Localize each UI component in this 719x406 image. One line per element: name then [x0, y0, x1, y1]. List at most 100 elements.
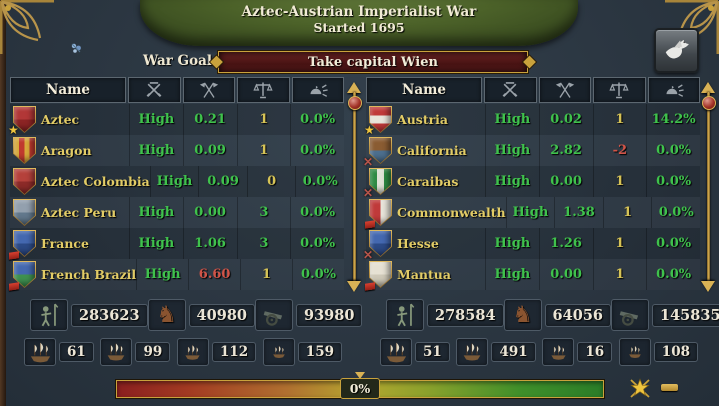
country-flag-shield: [8, 106, 36, 137]
country-name: Aztec Colombia: [41, 174, 150, 189]
warscore-value: 1: [592, 104, 647, 135]
war-contribution-value: 1.06: [182, 228, 237, 259]
scroll-down-arrow-icon[interactable]: [347, 281, 361, 292]
cavalry-icon: ♞: [156, 301, 177, 328]
galley-total: 16: [542, 338, 613, 366]
war-participant-row[interactable]: France High 1.06 3 0.0%: [10, 228, 344, 259]
war-enthusiasm-value: High: [485, 259, 539, 290]
scrollbar-track[interactable]: [353, 92, 356, 282]
defenders-scrollbar[interactable]: [700, 82, 716, 292]
country-name-cell: Austria: [364, 104, 485, 137]
country-name-cell: Commonwealth: [366, 197, 506, 228]
occupation-percent: 0.0%: [646, 228, 700, 259]
warscore-value: 1: [236, 104, 291, 135]
war-participant-row[interactable]: Caraibas High 0.00 1 0.0%: [363, 166, 700, 200]
warscore-value: 3: [236, 228, 291, 259]
war-contribution-value: 1.26: [538, 228, 593, 259]
send-peace-offer-button[interactable]: [654, 28, 699, 73]
occupation-percent: 0.0%: [292, 259, 344, 290]
dove-icon: [662, 36, 692, 66]
occupation-percent: 0.0%: [646, 135, 700, 166]
war-enthusiasm-value: High: [485, 135, 539, 166]
war-participant-row[interactable]: Austria High 0.02 1 14.2%: [364, 104, 700, 137]
column-header-occupation: [647, 77, 700, 103]
column-header-warscore: [237, 77, 290, 103]
warscore-value: 1: [602, 197, 652, 228]
country-name: Aztec: [41, 112, 80, 127]
war-contribution-value: 0.00: [538, 259, 593, 290]
corner-ornament-icon: [0, 0, 58, 58]
attackers-table-header: Name: [10, 77, 344, 103]
war-contribution-value: 0.00: [182, 197, 237, 228]
war-participant-row[interactable]: Aztec Peru High 0.00 3 0.0%: [10, 197, 344, 228]
war-enthusiasm-value: High: [129, 197, 183, 228]
warscore-value: 3: [236, 197, 291, 228]
artillery-count: 93980: [296, 303, 363, 327]
scroll-up-arrow-icon[interactable]: [701, 82, 715, 93]
country-name-cell: Aztec: [8, 104, 129, 137]
column-header-contribution: [538, 77, 591, 103]
warscore-value: 0: [246, 166, 296, 197]
war-participant-row[interactable]: French Brazil High 6.60 1 0.0%: [10, 259, 344, 290]
transport-icon: [628, 345, 642, 359]
column-header-contribution: [182, 77, 235, 103]
scroll-up-arrow-icon[interactable]: [347, 82, 361, 93]
light-ship-total: 99: [100, 338, 171, 366]
country-flag-shield: [363, 137, 392, 169]
war-goal-banner: Take capital Wien: [218, 51, 528, 73]
country-flag-shield: [369, 199, 392, 226]
occupation-percent: 0.0%: [651, 197, 700, 228]
war-goal-type-icon: [68, 40, 84, 56]
country-name: Hesse: [397, 236, 439, 251]
war-participant-row[interactable]: Commonwealth High 1.38 1 0.0%: [366, 197, 700, 228]
war-contribution-value: 0.00: [538, 166, 593, 197]
war-participant-row[interactable]: California High 2.82 -2 0.0%: [363, 135, 700, 169]
minus-indicator-icon: [661, 384, 678, 391]
war-enthusiasm-value: High: [505, 197, 555, 228]
galley-count: 112: [211, 342, 257, 362]
defenders-rows: Austria High 0.02 1 14.2% California Hig…: [363, 104, 700, 290]
infantry-icon: [392, 302, 418, 328]
scrollbar-thumb[interactable]: [348, 96, 362, 110]
country-name-cell: Aragon: [10, 135, 129, 166]
infantry-icon: [36, 302, 62, 328]
attackers-scrollbar[interactable]: [346, 82, 362, 292]
occupation-percent: 0.0%: [290, 197, 344, 228]
war-contribution-value: 6.60: [188, 259, 240, 290]
country-name-cell: France: [10, 228, 129, 259]
light-ship-count: 99: [135, 342, 171, 362]
country-flag-shield: [13, 137, 36, 164]
heavy-ship-total: 51: [380, 338, 450, 366]
column-header-war-enthusiasm: [128, 77, 181, 103]
country-name-cell: California: [363, 135, 485, 169]
war-participant-row[interactable]: Mantua High 0.00 1 0.0%: [366, 259, 700, 290]
war-enthusiasm-icon: [144, 80, 164, 100]
country-flag-shield: [13, 199, 36, 226]
light-ship-total: 491: [456, 338, 536, 366]
war-participant-row[interactable]: Aztec High 0.21 1 0.0%: [8, 104, 344, 137]
progress-marker-icon: [355, 372, 365, 379]
war-score-percent: 0%: [340, 378, 380, 399]
transport-total: 159: [262, 338, 342, 366]
war-enthusiasm-value: High: [129, 228, 183, 259]
war-participant-row[interactable]: Aztec Colombia High 0.09 0 0.0%: [10, 166, 344, 197]
warscore-value: 1: [592, 166, 647, 197]
artillery-icon: [261, 302, 287, 328]
heavy-ship-count: 61: [59, 342, 94, 362]
warscore-value: 1: [236, 135, 291, 166]
light-ship-icon: [462, 342, 482, 362]
war-participant-row[interactable]: Aragon High 0.09 1 0.0%: [10, 135, 344, 166]
warscore-scales-icon: [609, 80, 629, 100]
artillery-icon: [617, 302, 643, 328]
country-name: California: [397, 143, 467, 158]
scroll-down-arrow-icon[interactable]: [701, 281, 715, 292]
infantry-count: 278584: [427, 303, 504, 327]
scrollbar-track[interactable]: [707, 92, 710, 282]
warscore-value: 1: [240, 259, 292, 290]
war-enthusiasm-value: High: [149, 166, 199, 197]
defenders-table-header: Name: [366, 77, 700, 103]
war-participant-row[interactable]: Hesse High 1.26 1 0.0%: [363, 228, 700, 262]
army-banners-icon: [199, 80, 219, 100]
country-flag-shield: [13, 261, 36, 288]
scrollbar-thumb[interactable]: [702, 96, 716, 110]
